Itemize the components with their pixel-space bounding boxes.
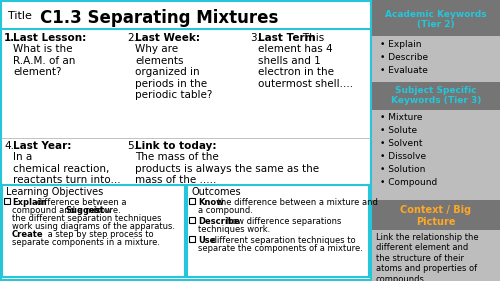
Text: Last Term: Last Term: [258, 33, 316, 43]
Bar: [372, 200, 500, 230]
Text: Academic Keywords
(Tier 2): Academic Keywords (Tier 2): [385, 10, 487, 30]
Text: how: how: [92, 206, 112, 215]
Text: • Dissolve: • Dissolve: [380, 152, 426, 161]
Text: the different separation techniques: the different separation techniques: [12, 214, 162, 223]
Text: Link the relationship the
different element and
the structure of their
atoms and: Link the relationship the different elem…: [376, 233, 478, 281]
Text: Outcomes: Outcomes: [191, 187, 240, 197]
Text: compound and a mixture.: compound and a mixture.: [12, 206, 124, 215]
Bar: [1, 1, 371, 280]
Text: 5.: 5.: [127, 141, 137, 151]
Text: Link to today:: Link to today:: [135, 141, 216, 151]
Text: Last Week:: Last Week:: [135, 33, 200, 43]
Bar: [189, 236, 195, 242]
Text: Suggest: Suggest: [65, 206, 104, 215]
Text: Use: Use: [198, 236, 216, 245]
Text: • Solution: • Solution: [380, 165, 426, 174]
Text: The mass of the
products is always the same as the
mass of the .....: The mass of the products is always the s…: [135, 152, 319, 185]
Text: work using diagrams of the apparatus.: work using diagrams of the apparatus.: [12, 222, 175, 231]
Text: • Mixture: • Mixture: [380, 113, 422, 122]
Bar: [372, 0, 500, 36]
Text: In a
chemical reaction,
reactants turn into...: In a chemical reaction, reactants turn i…: [13, 152, 120, 185]
Text: C1.3 Separating Mixtures: C1.3 Separating Mixtures: [40, 9, 278, 27]
Text: • Compound: • Compound: [380, 178, 437, 187]
Text: • Solvent: • Solvent: [380, 139, 422, 148]
Text: Explain: Explain: [12, 198, 46, 207]
Text: separate components in a mixture.: separate components in a mixture.: [12, 238, 160, 247]
Bar: [1, 1, 371, 29]
Text: 4.: 4.: [4, 141, 14, 151]
Text: Why are
elements
organized in
periods in the
periodic table?: Why are elements organized in periods in…: [135, 44, 212, 100]
Text: Create: Create: [12, 230, 44, 239]
Text: Last Year:: Last Year:: [13, 141, 72, 151]
Bar: [372, 82, 500, 110]
Text: the difference between a mixture and: the difference between a mixture and: [215, 198, 378, 207]
Text: a step by step process to: a step by step process to: [45, 230, 154, 239]
Text: a compound.: a compound.: [198, 206, 253, 215]
Text: Know: Know: [198, 198, 224, 207]
Bar: [189, 198, 195, 204]
Bar: [2, 185, 185, 277]
Bar: [4, 198, 10, 204]
Text: Subject Specific
Keywords (Tier 3): Subject Specific Keywords (Tier 3): [391, 86, 481, 105]
Bar: [187, 185, 369, 277]
Text: 1.: 1.: [4, 33, 15, 43]
Text: Context / Big
Picture: Context / Big Picture: [400, 205, 471, 226]
Text: difference between a: difference between a: [34, 198, 126, 207]
Text: separate the components of a mixture.: separate the components of a mixture.: [198, 244, 363, 253]
Text: Learning Objectives: Learning Objectives: [6, 187, 103, 197]
Bar: [372, 0, 500, 281]
Text: techniques work.: techniques work.: [198, 225, 270, 234]
Text: • Explain: • Explain: [380, 40, 422, 49]
Text: • Solute: • Solute: [380, 126, 417, 135]
Text: 2.: 2.: [127, 33, 137, 43]
Text: Describe: Describe: [198, 217, 239, 226]
Text: element has 4
shells and 1
electron in the
outermost shell....: element has 4 shells and 1 electron in t…: [258, 44, 353, 89]
Text: how difference separations: how difference separations: [224, 217, 342, 226]
Text: Title: Title: [8, 11, 32, 21]
Text: • Describe: • Describe: [380, 53, 428, 62]
Text: Last Lesson:: Last Lesson:: [13, 33, 86, 43]
Bar: [189, 217, 195, 223]
Text: What is the
R.A.M. of an
element?: What is the R.A.M. of an element?: [13, 44, 76, 77]
Text: : This: : This: [296, 33, 324, 43]
Text: different separation techniques to: different separation techniques to: [209, 236, 356, 245]
Text: 3.: 3.: [250, 33, 260, 43]
Text: • Evaluate: • Evaluate: [380, 66, 428, 75]
